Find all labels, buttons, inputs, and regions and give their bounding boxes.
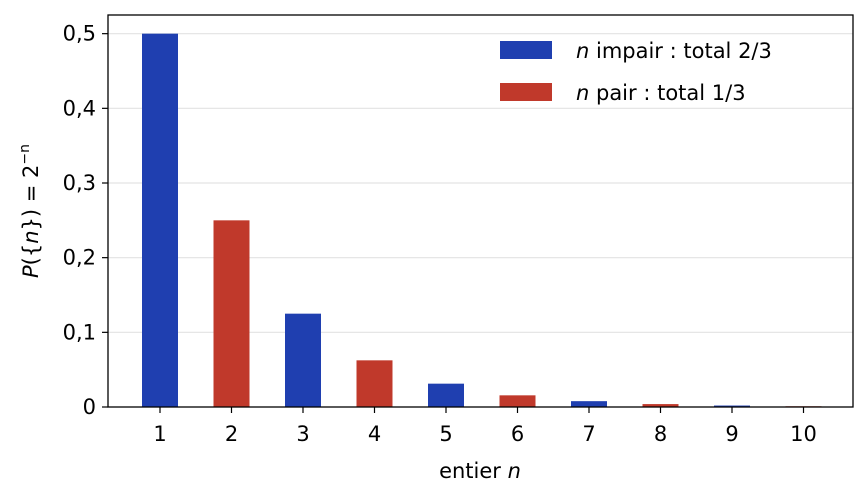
y-tick-label: 0,4 bbox=[63, 96, 96, 120]
bar-4 bbox=[356, 360, 393, 407]
legend-label-even: n pair : total 1/3 bbox=[576, 81, 746, 105]
legend-swatch-odd bbox=[500, 41, 552, 59]
bar-5 bbox=[428, 383, 464, 407]
y-axis-label: P({n}) = 2−n bbox=[17, 144, 43, 278]
x-tick-label: 1 bbox=[153, 422, 166, 446]
y-tick-label: 0,3 bbox=[63, 171, 96, 195]
plot-frame bbox=[107, 14, 854, 408]
bar-2 bbox=[213, 220, 250, 407]
x-tick-label: 2 bbox=[225, 422, 238, 446]
x-tick-label: 3 bbox=[296, 422, 309, 446]
bar-8 bbox=[642, 404, 679, 407]
x-tick-label: 7 bbox=[582, 422, 595, 446]
x-tick-label: 4 bbox=[368, 422, 381, 446]
legend-label-odd: n impair : total 2/3 bbox=[576, 39, 772, 63]
bar-7 bbox=[571, 401, 607, 407]
bars bbox=[142, 33, 822, 408]
bar-6 bbox=[499, 395, 536, 407]
x-tick-label: 9 bbox=[725, 422, 738, 446]
x-axis-label: entier n bbox=[439, 459, 521, 483]
y-tick-label: 0,1 bbox=[63, 320, 96, 344]
legend: n impair : total 2/3 n pair : total 1/3 bbox=[500, 39, 772, 105]
x-tick-label: 5 bbox=[439, 422, 452, 446]
y-axis-ticks: 0 0,1 0,2 0,3 0,4 0,5 bbox=[63, 22, 108, 419]
x-tick-label: 8 bbox=[654, 422, 667, 446]
y-tick-label: 0,5 bbox=[63, 22, 96, 46]
y-tick-label: 0 bbox=[83, 395, 96, 419]
x-tick-label: 10 bbox=[790, 422, 817, 446]
x-axis-ticks: 1 2 3 4 5 6 7 8 9 10 bbox=[153, 407, 817, 446]
x-tick-label: 6 bbox=[511, 422, 524, 446]
y-tick-label: 0,2 bbox=[63, 246, 96, 270]
legend-swatch-even bbox=[500, 83, 552, 101]
bar-1 bbox=[142, 33, 178, 408]
bar-9 bbox=[714, 405, 750, 407]
bar-3 bbox=[285, 313, 321, 407]
